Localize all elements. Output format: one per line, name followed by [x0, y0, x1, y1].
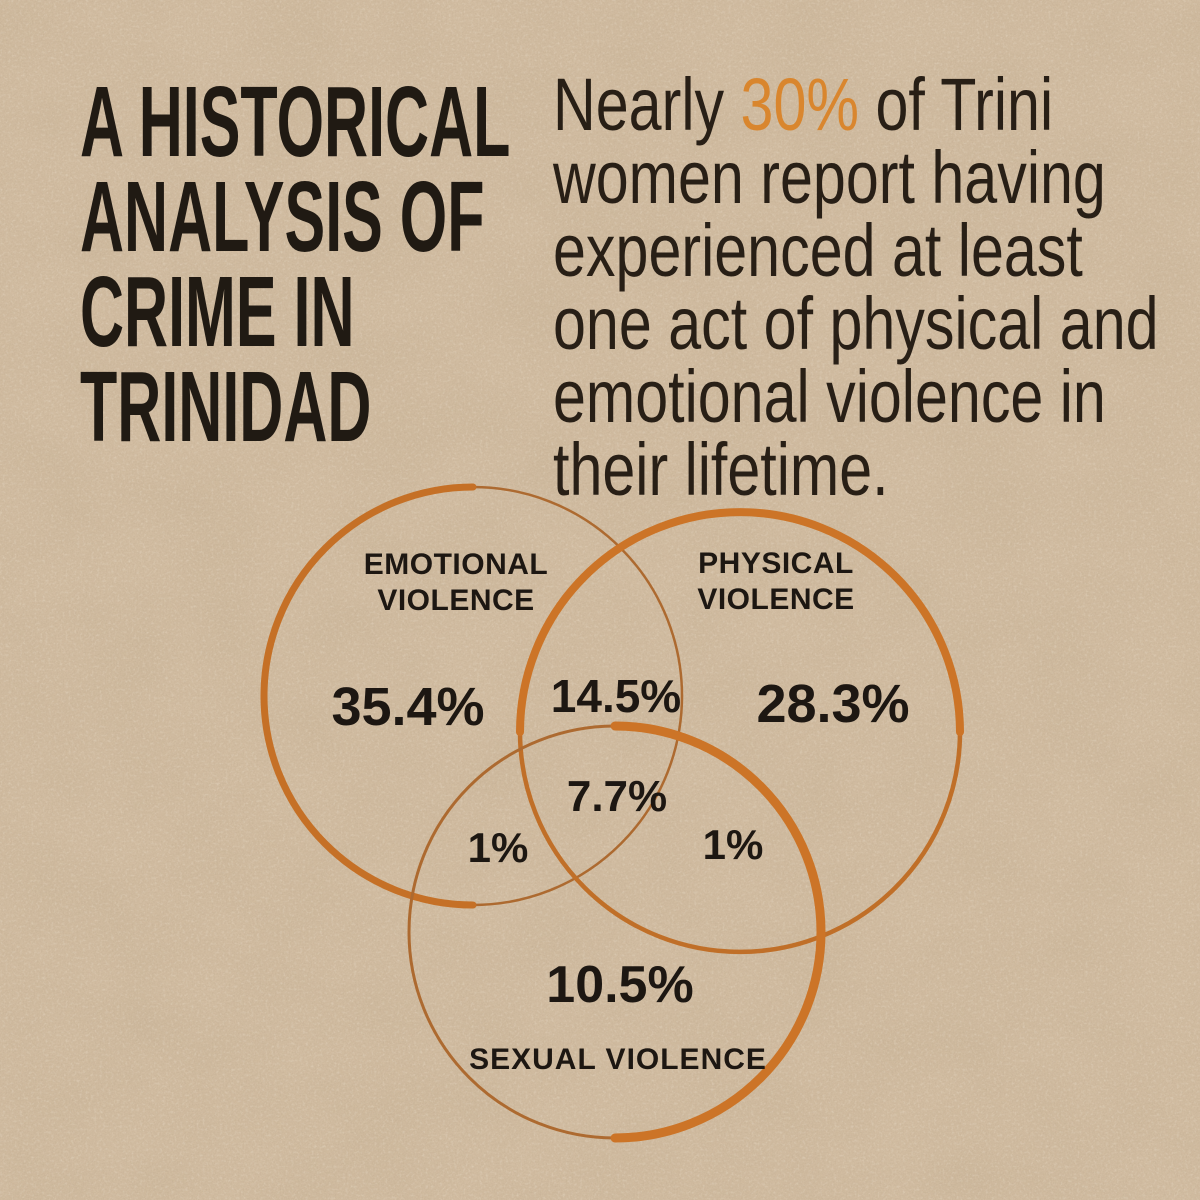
overlap-value-physical-sexual: 1% [702, 821, 764, 868]
intro-line-5: emotional violence in [553, 355, 1106, 438]
overlap-value-all-three: 7.7% [566, 772, 668, 821]
intro-line-1: Nearly 30% of Trini [553, 68, 1159, 142]
emotional-violence-circle [260, 483, 684, 909]
intro-line-4: one act of physical and [553, 282, 1159, 365]
title-line-4: TRINIDAD [80, 351, 372, 463]
set-label-line: VIOLENCE [377, 584, 535, 617]
value-physical-violence: 28.3% [756, 674, 910, 734]
poster-title: A HISTORICAL ANALYSIS OF CRIME IN TRINID… [80, 66, 511, 463]
title-line-1: A HISTORICAL [80, 66, 511, 178]
intro-line-3: experienced at least [553, 209, 1083, 292]
set-label-sexual-violence: SEXUAL VIOLENCE [469, 1043, 767, 1076]
sexual-violence-circle [407, 721, 826, 1143]
set-label-line: EMOTIONAL [363, 548, 549, 581]
set-label-physical-violence: PHYSICAL VIOLENCE [697, 546, 854, 618]
overlap-value-emotional-sexual: 1% [467, 824, 529, 871]
intro-paragraph: Nearly 30% of Trini women report having … [553, 68, 1159, 511]
physical-violence-circle [516, 508, 964, 955]
intro-text-pre: Nearly [553, 63, 741, 146]
set-label-emotional-violence: EMOTIONAL VIOLENCE [364, 547, 549, 619]
intro-text-post: of Trini [859, 63, 1054, 146]
set-label-line: VIOLENCE [697, 583, 855, 616]
title-line-3: CRIME IN [80, 256, 355, 368]
intro-line-2: women report having [553, 136, 1106, 219]
intro-highlight-30pct: 30% [740, 63, 860, 146]
value-sexual-violence: 10.5% [546, 956, 694, 1014]
overlap-value-emotional-physical: 14.5% [550, 670, 682, 722]
title-line-2: ANALYSIS OF [80, 161, 485, 273]
value-emotional-violence: 35.4% [331, 677, 485, 737]
intro-line-6: their lifetime. [553, 428, 889, 511]
set-label-line: PHYSICAL [698, 547, 854, 580]
